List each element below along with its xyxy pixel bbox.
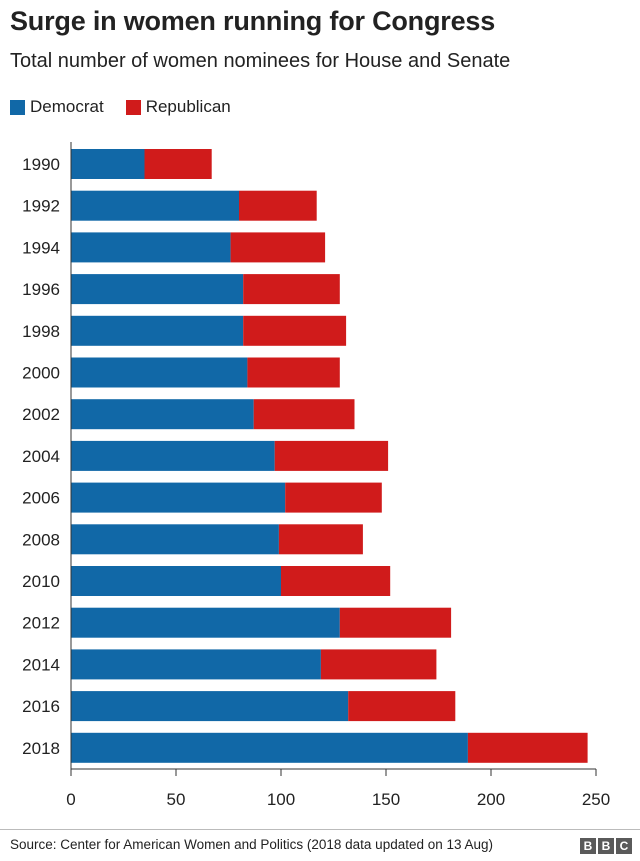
chart-subtitle: Total number of women nominees for House… xyxy=(10,50,511,72)
bar-republican-2000 xyxy=(247,357,340,388)
bar-republican-2016 xyxy=(348,691,456,722)
bar-republican-1990 xyxy=(144,149,212,179)
bar-democrat-2016 xyxy=(71,691,349,722)
bar-democrat-1996 xyxy=(71,274,244,305)
y-tick-label-1996: 1996 xyxy=(22,280,60,299)
bar-democrat-2000 xyxy=(71,357,248,388)
bar-republican-2002 xyxy=(253,399,355,430)
bar-democrat-1990 xyxy=(71,149,145,179)
source-note: Source: Center for American Women and Po… xyxy=(10,837,494,852)
x-tick-label-200: 200 xyxy=(477,790,505,809)
bar-democrat-2004 xyxy=(71,440,275,471)
bar-republican-2006 xyxy=(285,482,382,513)
bar-republican-2008 xyxy=(278,524,363,555)
bbc-logo-letter: B xyxy=(598,838,614,854)
bar-republican-1998 xyxy=(243,315,347,346)
y-tick-label-2012: 2012 xyxy=(22,614,60,633)
legend-label-democrat: Democrat xyxy=(30,97,104,116)
y-tick-label-2016: 2016 xyxy=(22,697,60,716)
bar-republican-2012 xyxy=(339,607,452,638)
bar-republican-2004 xyxy=(274,440,389,471)
x-tick-label-100: 100 xyxy=(267,790,295,809)
bar-democrat-2006 xyxy=(71,482,286,513)
bar-republican-1994 xyxy=(230,232,326,263)
legend-label-republican: Republican xyxy=(145,97,231,116)
bbc-logo: B B C xyxy=(580,838,632,854)
bbc-logo-letter: C xyxy=(616,838,632,854)
bar-democrat-2008 xyxy=(71,524,279,555)
bar-democrat-1994 xyxy=(71,232,231,263)
chart-title: Surge in women running for Congress xyxy=(10,6,496,36)
bar-democrat-1992 xyxy=(71,190,239,221)
legend: Democrat Republican xyxy=(10,97,253,117)
bar-chart: 1990199219941996199820002002200420062008… xyxy=(22,142,610,809)
bar-democrat-2018 xyxy=(71,732,468,763)
bar-democrat-2002 xyxy=(71,399,254,430)
y-tick-label-1990: 1990 xyxy=(22,155,60,174)
bar-democrat-1998 xyxy=(71,315,244,346)
x-tick-label-250: 250 xyxy=(582,790,610,809)
bar-republican-1996 xyxy=(243,274,340,305)
legend-swatch-republican xyxy=(125,99,141,115)
bar-republican-2018 xyxy=(467,732,588,763)
x-tick-label-150: 150 xyxy=(372,790,400,809)
legend-item-republican: Republican xyxy=(125,97,231,117)
y-tick-label-1994: 1994 xyxy=(22,238,60,257)
x-tick-label-0: 0 xyxy=(66,790,75,809)
bar-republican-2010 xyxy=(281,566,391,596)
footer-divider xyxy=(0,829,640,830)
bar-republican-2014 xyxy=(320,649,437,680)
bar-democrat-2012 xyxy=(71,607,340,638)
y-tick-label-1992: 1992 xyxy=(22,197,60,216)
y-tick-label-1998: 1998 xyxy=(22,322,60,341)
legend-item-democrat: Democrat xyxy=(10,97,104,117)
bar-democrat-2010 xyxy=(71,566,281,596)
y-tick-label-2008: 2008 xyxy=(22,530,60,549)
y-tick-label-2018: 2018 xyxy=(22,739,60,758)
bar-democrat-2014 xyxy=(71,649,321,680)
y-tick-label-2002: 2002 xyxy=(22,405,60,424)
y-tick-label-2000: 2000 xyxy=(22,364,60,383)
y-tick-label-2010: 2010 xyxy=(22,572,60,591)
bar-republican-1992 xyxy=(239,190,317,221)
bbc-logo-letter: B xyxy=(580,838,596,854)
y-tick-label-2004: 2004 xyxy=(22,447,60,466)
x-tick-label-50: 50 xyxy=(167,790,186,809)
legend-swatch-democrat xyxy=(10,99,25,115)
y-tick-label-2014: 2014 xyxy=(22,655,60,674)
y-tick-label-2006: 2006 xyxy=(22,489,60,508)
